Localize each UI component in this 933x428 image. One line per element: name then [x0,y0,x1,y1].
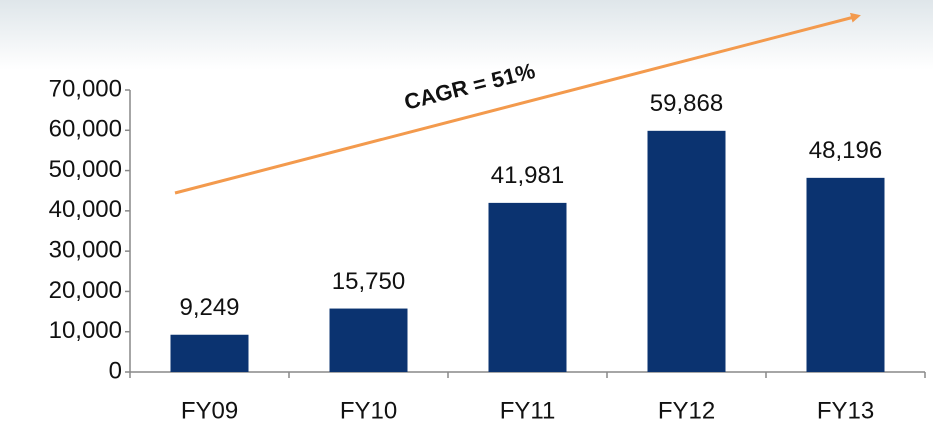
bar [488,202,567,372]
y-tick-label: 20,000 [49,277,122,304]
bar [647,130,726,372]
cagr-arrow [174,12,861,195]
y-tick-label: 50,000 [49,156,122,183]
x-tick-label: FY11 [500,397,556,424]
bar [170,334,249,372]
y-tick-label: 10,000 [49,317,122,344]
value-label: 41,981 [491,162,564,189]
value-label: 15,750 [332,268,405,295]
x-tick-label: FY13 [817,397,874,424]
bar [806,177,885,372]
value-label: 9,249 [179,294,239,321]
bar [329,308,408,372]
y-tick-label: 30,000 [49,236,122,263]
y-tick-label: 70,000 [49,75,122,102]
x-tick-label: FY10 [340,397,397,424]
background [0,0,933,70]
value-label: 48,196 [809,137,882,164]
x-tick-label: FY09 [181,397,238,424]
y-tick-label: 0 [109,357,122,384]
x-tick-label: FY12 [658,397,715,424]
y-tick-label: 40,000 [49,196,122,223]
y-tick-label: 60,000 [49,116,122,143]
value-label: 59,868 [650,90,723,117]
